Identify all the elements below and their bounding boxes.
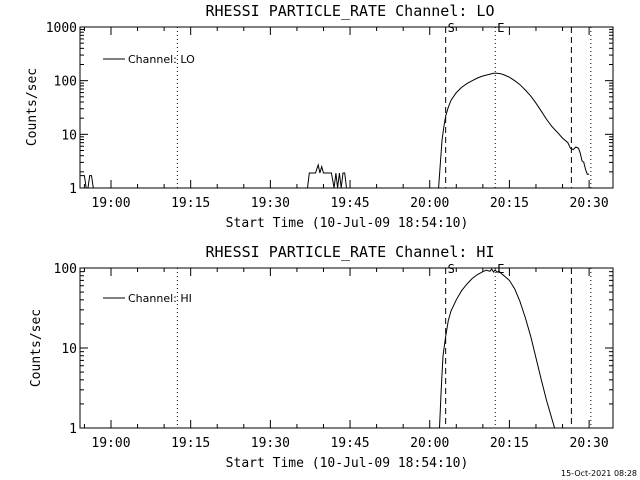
hi-x-axis-label: Start Time (10-Jul-09 18:54:10) — [226, 456, 469, 471]
lo-legend-label: Channel: LO — [128, 53, 195, 66]
hi-x-tick-label: 19:30 — [251, 436, 290, 451]
lo-x-tick-label: 20:15 — [490, 196, 529, 211]
hi-y-tick-label: 100 — [54, 262, 77, 277]
hi-x-tick-label: 20:15 — [490, 436, 529, 451]
lo-legend: Channel: LO — [103, 53, 195, 66]
lo-y-axis-label: Counts/sec — [25, 68, 40, 146]
hi-marker-label-e: E — [497, 262, 504, 276]
hi-channel-panel: RHESSI PARTICLE_RATE Channel: HI 19:00 19… — [29, 243, 614, 471]
lo-y-tick-label: 10 — [61, 128, 77, 143]
hi-data-series — [439, 268, 556, 429]
lo-marker-label-s: S — [448, 21, 455, 35]
hi-x-tick-label: 19:45 — [330, 436, 369, 451]
lo-y-tick-label: 1 — [69, 182, 77, 197]
lo-data-series — [80, 72, 590, 189]
hi-marker-label-s: S — [448, 262, 455, 276]
hi-legend-label: Channel: HI — [128, 292, 192, 305]
lo-chart-title: RHESSI PARTICLE_RATE Channel: LO — [206, 2, 495, 20]
hi-chart-title: RHESSI PARTICLE_RATE Channel: HI — [206, 243, 495, 261]
hi-y-axis-label: Counts/sec — [29, 309, 44, 387]
lo-channel-panel: RHESSI PARTICLE_RATE Channel: LO 19:00 19… — [25, 2, 614, 231]
hi-legend: Channel: HI — [103, 292, 192, 305]
hi-x-tick-label: 19:15 — [171, 436, 210, 451]
hi-axes: 19:00 19:15 19:30 19:45 20:00 20:15 20:30 1 10 10… — [54, 262, 614, 451]
hi-x-tick-label: 20:30 — [570, 436, 609, 451]
lo-y-tick-label: 100 — [54, 75, 77, 90]
generation-timestamp: 15-Oct-2021 08:28 — [561, 469, 637, 478]
lo-x-tick-label: 19:30 — [251, 196, 290, 211]
lo-y-tick-label: 1000 — [46, 21, 77, 36]
lo-x-tick-label: 19:15 — [171, 196, 210, 211]
lo-marker-label-e: E — [497, 21, 504, 35]
lo-x-tick-label: 19:00 — [91, 196, 130, 211]
lo-axes: 19:00 19:15 19:30 19:45 20:00 20:15 20:30 1 10 10… — [46, 21, 614, 211]
lo-x-tick-label: 20:00 — [410, 196, 449, 211]
lo-plot-frame — [79, 26, 614, 189]
lo-x-tick-label: 20:30 — [570, 196, 609, 211]
lo-x-axis-label: Start Time (10-Jul-09 18:54:10) — [226, 216, 469, 231]
hi-y-tick-label: 1 — [69, 422, 77, 437]
lo-x-tick-label: 19:45 — [330, 196, 369, 211]
hi-x-tick-label: 20:00 — [410, 436, 449, 451]
hi-x-tick-label: 19:00 — [91, 436, 130, 451]
hi-y-tick-label: 10 — [61, 342, 77, 357]
